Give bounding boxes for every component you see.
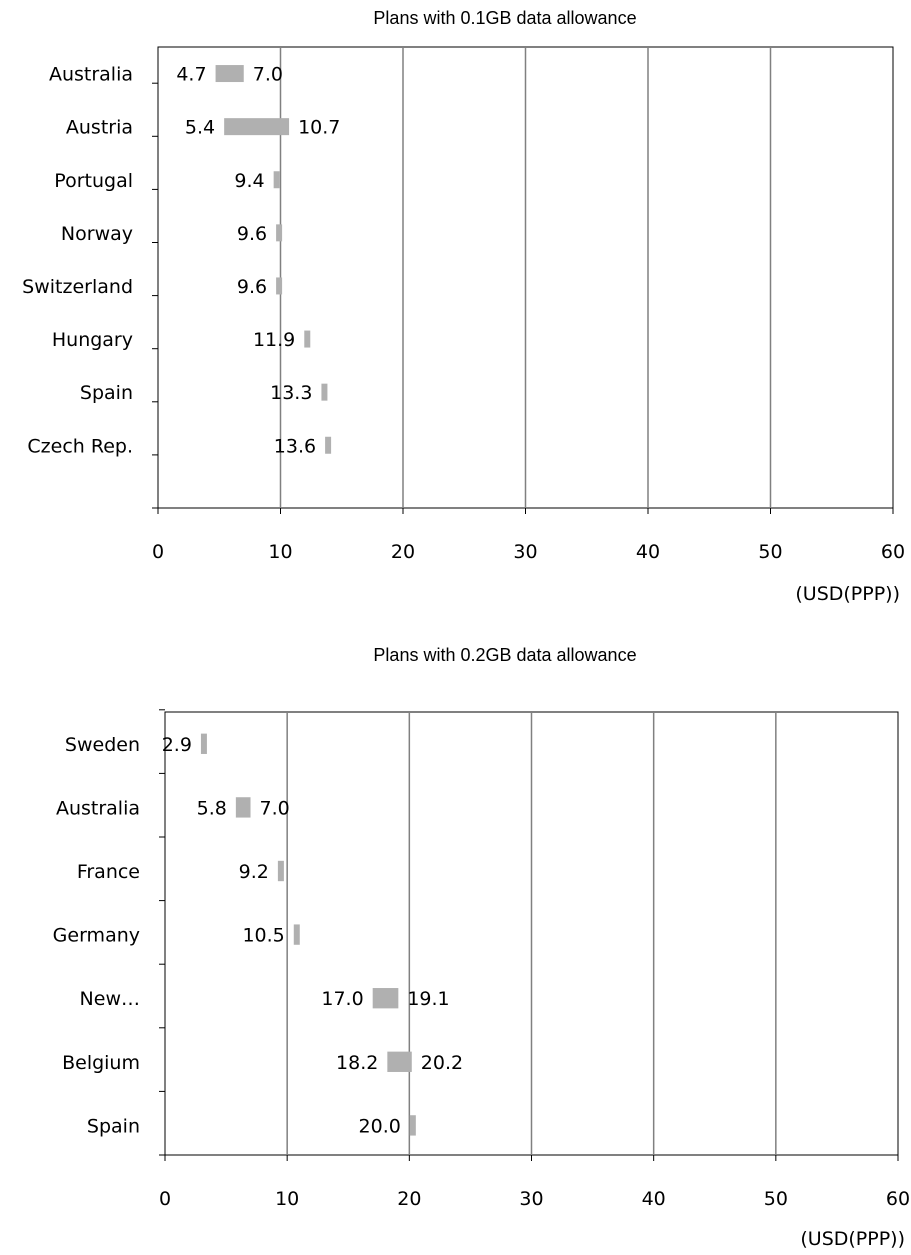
x-tick-label: 0 (152, 541, 164, 563)
data-label-high: 19.1 (407, 988, 449, 1010)
x-tick-label: 40 (636, 541, 660, 563)
range-bar (304, 330, 311, 348)
data-label-low: 20.0 (359, 1115, 401, 1137)
x-tick-label: 20 (391, 541, 415, 563)
range-bar (235, 797, 251, 818)
range-bar (325, 436, 332, 454)
category-label: Belgium (62, 1052, 140, 1074)
data-label-low: 2.9 (162, 734, 192, 756)
data-label-low: 9.4 (234, 170, 264, 192)
range-bar (372, 988, 399, 1009)
x-tick-label: 0 (159, 1188, 171, 1210)
data-label-low: 5.8 (197, 797, 227, 819)
category-label: France (77, 861, 140, 883)
category-label: Australia (49, 64, 133, 86)
range-bar (293, 924, 300, 945)
category-label: Spain (87, 1115, 140, 1137)
range-bar (200, 733, 207, 754)
category-label: Norway (61, 223, 133, 245)
data-label-low: 10.5 (242, 925, 284, 947)
category-label: Australia (56, 797, 140, 819)
category-label: Austria (66, 117, 133, 139)
category-label: Hungary (52, 329, 133, 351)
data-label-low: 11.9 (253, 329, 295, 351)
chart-title: Plans with 0.2GB data allowance (373, 645, 636, 665)
range-bar (224, 118, 290, 136)
data-label-low: 9.6 (237, 276, 267, 298)
category-label: Czech Rep. (27, 435, 133, 457)
data-label-low: 9.2 (239, 861, 269, 883)
category-label: Sweden (65, 734, 140, 756)
category-label: Portugal (54, 170, 133, 192)
x-unit-label: (USD(PPP)) (795, 583, 900, 605)
x-unit-label: (USD(PPP)) (800, 1228, 905, 1250)
x-tick-label: 30 (519, 1188, 543, 1210)
x-tick-label: 10 (275, 1188, 299, 1210)
data-label-low: 13.6 (274, 435, 316, 457)
range-bar (273, 171, 280, 189)
x-tick-label: 60 (886, 1188, 910, 1210)
x-tick-label: 20 (397, 1188, 421, 1210)
data-label-low: 4.7 (176, 64, 206, 86)
data-label-high: 7.0 (260, 797, 290, 819)
x-tick-label: 30 (513, 541, 537, 563)
x-tick-label: 50 (758, 541, 782, 563)
data-label-low: 13.3 (270, 382, 312, 404)
data-label-low: 18.2 (336, 1052, 378, 1074)
range-bar (387, 1051, 412, 1072)
range-bar (215, 65, 244, 83)
range-bar (321, 383, 328, 401)
data-label-low: 17.0 (321, 988, 363, 1010)
range-bar (276, 277, 283, 295)
range-bar (276, 224, 283, 242)
category-label: Spain (80, 382, 133, 404)
x-tick-label: 50 (764, 1188, 788, 1210)
data-label-high: 20.2 (421, 1052, 463, 1074)
chart-title: Plans with 0.1GB data allowance (373, 8, 636, 28)
data-label-low: 9.6 (237, 223, 267, 245)
chart-0p1gb: Plans with 0.1GB data allowance (USD(PPP… (22, 8, 905, 605)
range-bar (277, 860, 284, 882)
data-label-low: 5.4 (185, 117, 215, 139)
category-label: New… (80, 988, 140, 1010)
data-label-high: 10.7 (298, 117, 340, 139)
category-label: Germany (53, 925, 140, 947)
x-tick-label: 40 (642, 1188, 666, 1210)
range-bar (409, 1115, 416, 1136)
x-tick-label: 10 (268, 541, 292, 563)
category-label: Switzerland (22, 276, 133, 298)
chart-0p2gb: Plans with 0.2GB data allowance (USD(PPP… (53, 645, 910, 1250)
x-tick-label: 60 (881, 541, 905, 563)
data-label-high: 7.0 (253, 64, 283, 86)
